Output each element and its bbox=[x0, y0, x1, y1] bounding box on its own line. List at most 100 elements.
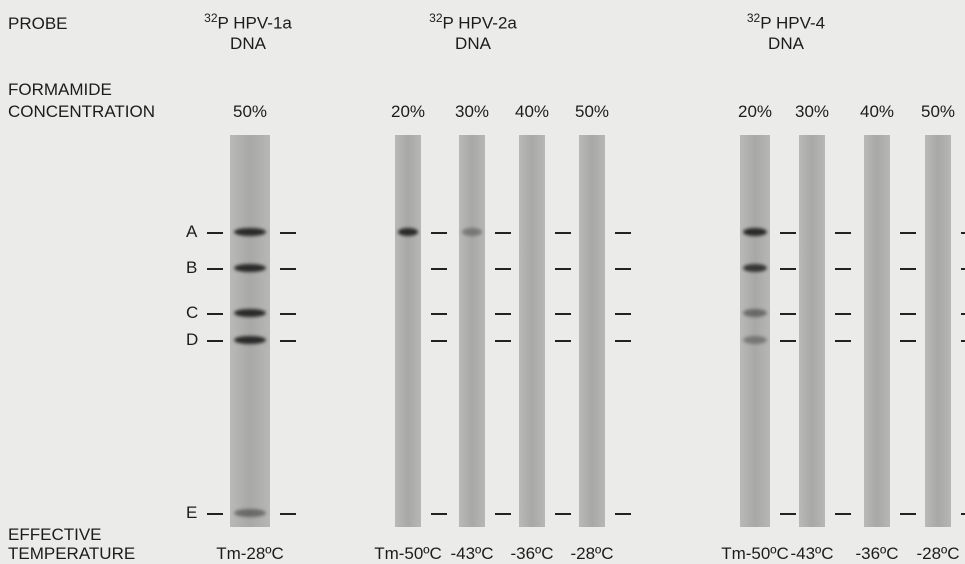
band-marker bbox=[495, 340, 511, 342]
band-marker bbox=[431, 268, 447, 270]
band-marker bbox=[495, 232, 511, 234]
band-label: C bbox=[186, 303, 198, 323]
band-marker bbox=[431, 232, 447, 234]
band-marker bbox=[207, 268, 223, 270]
band-marker bbox=[280, 268, 296, 270]
band-marker bbox=[280, 313, 296, 315]
band bbox=[743, 228, 767, 236]
band-marker bbox=[900, 340, 916, 342]
isotope: 32 bbox=[429, 11, 442, 25]
band-marker bbox=[961, 340, 965, 342]
band-marker bbox=[431, 313, 447, 315]
band bbox=[234, 509, 266, 517]
band-marker bbox=[900, 313, 916, 315]
band-marker bbox=[555, 268, 571, 270]
band bbox=[743, 309, 767, 317]
probe-name: P HPV-4 bbox=[760, 14, 825, 33]
concentration: 50% bbox=[921, 102, 955, 122]
temperature-label: TEMPERATURE bbox=[8, 544, 135, 564]
band-marker bbox=[961, 268, 965, 270]
band-marker bbox=[495, 313, 511, 315]
isotope: 32 bbox=[204, 11, 217, 25]
band-marker bbox=[615, 313, 631, 315]
band bbox=[398, 228, 419, 236]
band bbox=[234, 228, 266, 236]
band-marker bbox=[280, 232, 296, 234]
band-marker bbox=[495, 268, 511, 270]
lane bbox=[579, 135, 605, 527]
lane bbox=[925, 135, 951, 527]
band-marker bbox=[961, 313, 965, 315]
temperature: -28ºC bbox=[570, 544, 613, 564]
concentration: 30% bbox=[795, 102, 829, 122]
band-marker bbox=[207, 340, 223, 342]
probe-type: DNA bbox=[204, 34, 292, 54]
band-marker bbox=[495, 513, 511, 515]
band-marker bbox=[615, 513, 631, 515]
lane bbox=[395, 135, 421, 527]
figure: PROBE FORMAMIDE CONCENTRATION EFFECTIVE … bbox=[0, 0, 965, 564]
band-marker bbox=[780, 513, 796, 515]
lane bbox=[740, 135, 770, 527]
band-marker bbox=[835, 313, 851, 315]
band bbox=[462, 228, 483, 236]
band-marker bbox=[207, 313, 223, 315]
band-marker bbox=[835, 268, 851, 270]
band-label: E bbox=[186, 503, 197, 523]
band-marker bbox=[780, 340, 796, 342]
band-marker bbox=[900, 232, 916, 234]
band-marker bbox=[555, 513, 571, 515]
band-marker bbox=[280, 340, 296, 342]
band-marker bbox=[780, 313, 796, 315]
concentration: 20% bbox=[738, 102, 772, 122]
band-marker bbox=[207, 513, 223, 515]
band-marker bbox=[615, 232, 631, 234]
band-marker bbox=[431, 340, 447, 342]
band-marker bbox=[961, 513, 965, 515]
band-marker bbox=[555, 232, 571, 234]
concentration: 50% bbox=[575, 102, 609, 122]
band bbox=[743, 336, 767, 344]
band-label: B bbox=[186, 258, 197, 278]
band bbox=[234, 309, 266, 317]
probe-name: P HPV-1a bbox=[218, 14, 292, 33]
lane bbox=[799, 135, 825, 527]
band-marker bbox=[615, 340, 631, 342]
band bbox=[743, 264, 767, 272]
band-marker bbox=[900, 513, 916, 515]
probe-type: DNA bbox=[429, 34, 517, 54]
probe-name: P HPV-2a bbox=[443, 14, 517, 33]
concentration: 40% bbox=[515, 102, 549, 122]
band-marker bbox=[835, 340, 851, 342]
lane bbox=[459, 135, 485, 527]
probe-type: DNA bbox=[747, 34, 825, 54]
band-marker bbox=[780, 268, 796, 270]
temperature: -43ºC bbox=[790, 544, 833, 564]
temperature: Tm-50ºC bbox=[374, 544, 442, 564]
band-marker bbox=[900, 268, 916, 270]
temperature: -36ºC bbox=[855, 544, 898, 564]
band-marker bbox=[207, 232, 223, 234]
temperature: -36ºC bbox=[510, 544, 553, 564]
band-label: D bbox=[186, 330, 198, 350]
concentration: 50% bbox=[233, 102, 267, 122]
band-marker bbox=[961, 232, 965, 234]
band-marker bbox=[555, 313, 571, 315]
isotope: 32 bbox=[747, 11, 760, 25]
band-marker bbox=[280, 513, 296, 515]
band-label: A bbox=[186, 222, 197, 242]
lane bbox=[230, 135, 270, 527]
band-marker bbox=[615, 268, 631, 270]
lane bbox=[864, 135, 890, 527]
lane bbox=[519, 135, 545, 527]
concentration: 30% bbox=[455, 102, 489, 122]
temperature: Tm-28ºC bbox=[216, 544, 284, 564]
temperature: -43ºC bbox=[450, 544, 493, 564]
band-marker bbox=[835, 232, 851, 234]
temperature: Tm-50ºC bbox=[721, 544, 789, 564]
band-marker bbox=[835, 513, 851, 515]
probe-label: PROBE bbox=[8, 14, 68, 34]
